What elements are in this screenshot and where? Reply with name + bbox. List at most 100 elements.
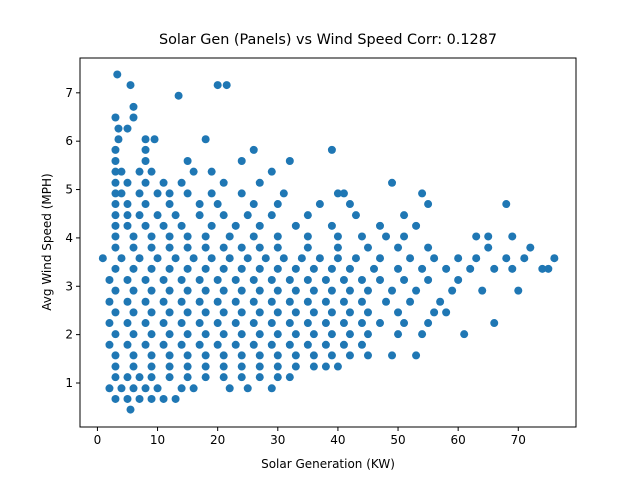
point [183,232,192,241]
point [388,286,397,295]
point [123,124,132,133]
point [201,243,210,252]
point [297,254,306,263]
point [394,330,403,339]
point [105,275,114,284]
point [219,178,228,187]
point [285,275,294,284]
point [291,351,300,360]
point [201,351,210,360]
point [309,351,318,360]
point [273,243,282,252]
point [141,340,150,349]
point [321,275,330,284]
point [237,264,246,273]
point [135,373,144,382]
point [303,243,312,252]
point [261,254,270,263]
point [183,189,192,198]
point [255,264,264,273]
point [111,351,120,360]
point [165,243,174,252]
point [309,286,318,295]
point [159,319,168,328]
point [273,200,282,209]
point [111,221,120,230]
point [255,221,264,230]
point [357,319,366,328]
point [129,362,138,371]
point [267,297,276,306]
point [105,319,114,328]
point [165,308,174,317]
point [177,221,186,230]
point [141,384,150,393]
point [213,340,222,349]
point [424,200,433,209]
point [195,211,204,220]
point [129,243,138,252]
point [345,286,354,295]
point [273,330,282,339]
point [201,308,210,317]
point [249,275,258,284]
point [183,373,192,382]
point [219,351,228,360]
point [183,330,192,339]
point [303,340,312,349]
point [147,373,156,382]
point [201,362,210,371]
point [195,319,204,328]
point [129,232,138,241]
point [490,319,499,328]
point [123,297,132,306]
point [135,211,144,220]
point [165,232,174,241]
point [219,264,228,273]
point [231,297,240,306]
point [255,362,264,371]
point [339,319,348,328]
point [400,211,409,220]
point [219,362,228,371]
point [273,351,282,360]
point [267,211,276,220]
point [174,91,183,100]
y-tick-label: 4 [65,231,73,245]
point [213,275,222,284]
point [442,264,451,273]
point [382,297,391,306]
point [255,351,264,360]
point [150,135,159,144]
point [111,211,120,220]
point [502,200,511,209]
point [255,330,264,339]
point [114,135,123,144]
point [147,286,156,295]
point [129,308,138,317]
point [126,81,135,90]
point [249,340,258,349]
point [315,254,324,263]
point [442,308,451,317]
point [339,340,348,349]
point [237,157,246,166]
point [514,286,523,295]
point [484,232,493,241]
point [430,308,439,317]
point [454,275,463,284]
point [388,351,397,360]
point [345,200,354,209]
point [177,340,186,349]
point [279,254,288,263]
point [153,384,162,393]
point [285,373,294,382]
point [129,351,138,360]
point [345,264,354,273]
point [303,275,312,284]
point [135,189,144,198]
point [490,264,499,273]
point [249,145,258,154]
point [285,319,294,328]
point [237,330,246,339]
